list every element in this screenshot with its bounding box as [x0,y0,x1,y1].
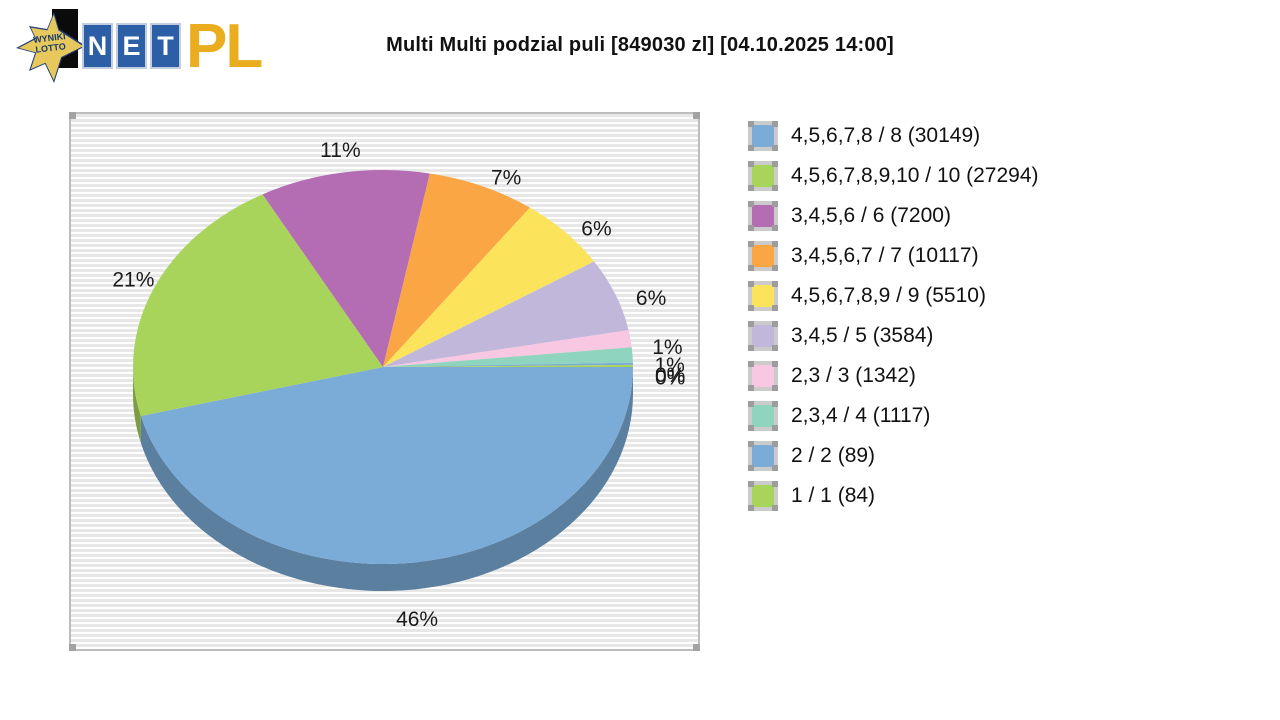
legend-label: 2,3 / 3 (1342) [791,364,916,387]
pie-percent-label: 6% [581,218,611,241]
legend-item: 3,4,5 / 5 (3584) [748,321,1039,351]
logo-suffix-pl: PL [186,11,263,81]
pie-slice [383,173,530,367]
site-logo[interactable]: WYNIKI LOTTO N E T PL [12,6,272,90]
panel-corner-handle [69,112,76,119]
legend-item: 4,5,6,7,8,9,10 / 10 (27294) [748,161,1039,191]
legend-swatch-fill [752,405,774,427]
logo-letter-e: E [116,23,147,69]
legend-swatch-fill [752,445,774,467]
legend-label: 2 / 2 (89) [791,444,876,467]
legend-item: 3,4,5,6 / 6 (7200) [748,201,1039,231]
legend-color-swatch [748,321,778,351]
legend-color-swatch [748,201,778,231]
panel-corner-handle [69,644,76,651]
legend-label: 1 / 1 (84) [791,484,876,507]
legend-color-swatch [748,281,778,311]
legend-swatch-fill [752,485,774,507]
pie-percent-label: 11% [320,139,360,162]
legend-swatch-fill [752,245,774,267]
pie-percent-label: 1% [652,336,682,359]
legend-label: 4,5,6,7,8 / 8 (30149) [791,124,981,147]
legend-label: 4,5,6,7,8,9 / 9 (5510) [791,284,986,307]
logo-letter-t: T [150,23,181,69]
legend-label: 3,4,5 / 5 (3584) [791,324,934,347]
pie-percent-label: 1% [655,354,685,377]
legend-item: 2,3 / 3 (1342) [748,361,1039,391]
legend-color-swatch [748,121,778,151]
legend-item: 4,5,6,7,8,9 / 9 (5510) [748,281,1039,311]
legend-item: 4,5,6,7,8 / 8 (30149) [748,121,1039,151]
legend-swatch-fill [752,325,774,347]
pie-slice [140,367,633,565]
legend-color-swatch [748,161,778,191]
pie-slice-side [133,367,141,443]
legend: 4,5,6,7,8 / 8 (30149) 4,5,6,7,8,9,10 / 10… [748,121,1039,511]
pie-percent-label: 0% [655,364,685,387]
legend-swatch-fill [752,205,774,227]
legend-color-swatch [748,401,778,431]
pie-percent-label: 21% [112,269,154,292]
legend-label: 3,4,5,6,7 / 7 (10117) [791,244,979,267]
legend-color-swatch [748,241,778,271]
legend-color-swatch [748,361,778,391]
pie-percent-label: 6% [636,287,666,310]
chart-area: 46% 21% 11% 7% 6% 6% 1% 1% 0% 0% [69,112,700,651]
pie-slice [262,170,430,367]
pie-slice [383,362,633,367]
legend-label: 4,5,6,7,8,9,10 / 10 (27294) [791,164,1039,187]
pie-slice [383,330,632,367]
pie-percent-label: 7% [491,167,521,190]
legend-swatch-fill [752,165,774,187]
panel-corner-handle [693,644,700,651]
pie-slice [133,194,383,416]
pie-slice [383,347,633,367]
legend-color-swatch [748,441,778,471]
pie-chart: 46%21%11%7%6%6%1%1%0%0% [112,139,685,631]
pie-slice [383,207,595,367]
pie-percent-label: 0% [655,366,685,389]
legend-item: 2 / 2 (89) [748,441,1039,471]
pie-slice [383,364,633,367]
legend-item: 3,4,5,6,7 / 7 (10117) [748,241,1039,271]
pie-slice [383,261,629,367]
legend-swatch-fill [752,285,774,307]
legend-item: 1 / 1 (84) [748,481,1039,511]
panel-corner-handle [693,112,700,119]
legend-item: 2,3,4 / 4 (1117) [748,401,1039,431]
logo-letter-n: N [82,23,113,69]
legend-swatch-fill [752,365,774,387]
legend-color-swatch [748,481,778,511]
page-title: Multi Multi podzial puli [849030 zl] [04… [386,34,894,56]
legend-label: 3,4,5,6 / 6 (7200) [791,204,951,227]
legend-label: 2,3,4 / 4 (1117) [791,404,931,427]
pie-percent-label: 46% [396,608,438,631]
legend-swatch-fill [752,125,774,147]
